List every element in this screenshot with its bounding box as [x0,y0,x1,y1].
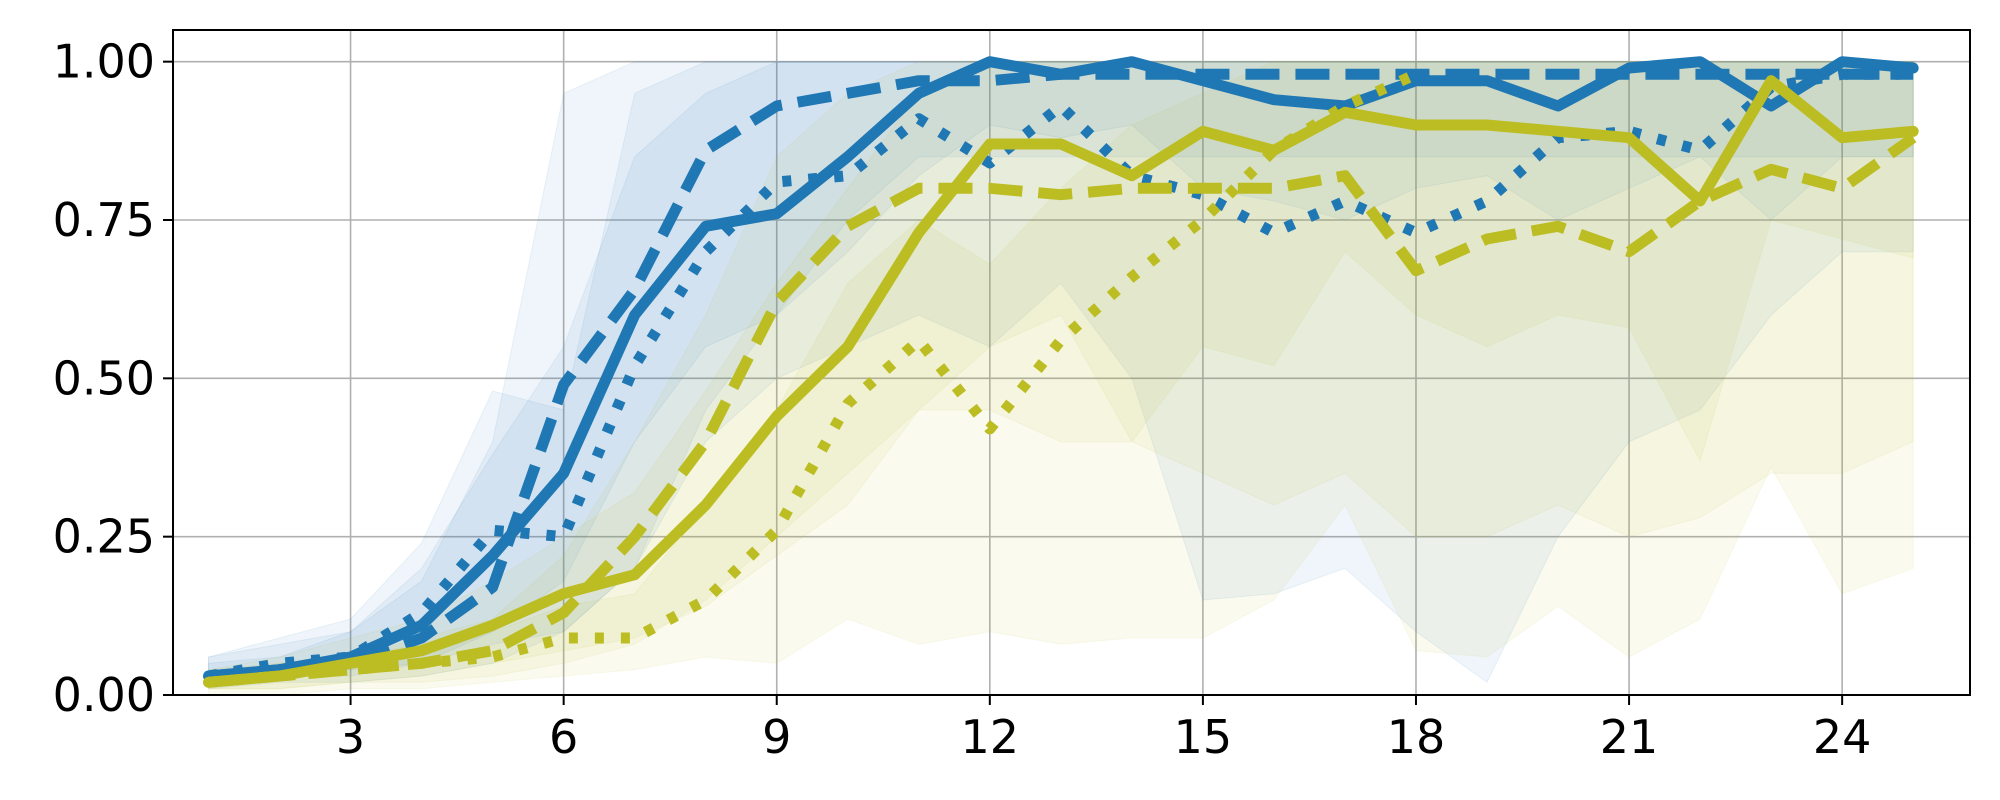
y-tick-label: 0.25 [53,510,155,564]
series-4-line [208,133,1917,688]
series-5-band [208,61,1914,696]
x-tick-label: 18 [1387,710,1446,764]
series-0-band [208,61,1914,683]
x-tick-label: 3 [336,710,365,764]
y-tick-label: 1.00 [53,35,155,89]
series-2-band [208,61,1914,684]
x-axis-ticks: 3 6 9 12 15 18 21 24 [336,695,1871,764]
x-tick-label: 15 [1174,710,1233,764]
y-tick-label: 0.75 [53,193,155,247]
series-lines [203,56,1919,688]
x-tick-label: 24 [1813,710,1872,764]
x-tick-label: 21 [1600,710,1659,764]
series-1-line [208,68,1914,682]
y-axis-ticks: 0.00 0.25 0.50 0.75 1.00 [53,35,173,722]
series-5-line [208,69,1419,688]
plot-frame [172,29,1971,696]
x-tick-label: 6 [549,710,578,764]
series-3-line [203,75,1919,688]
y-tick-label: 0.00 [53,668,155,722]
y-tick-label: 0.50 [53,351,155,405]
x-tick-label: 12 [961,710,1020,764]
x-tick-label: 9 [762,710,791,764]
